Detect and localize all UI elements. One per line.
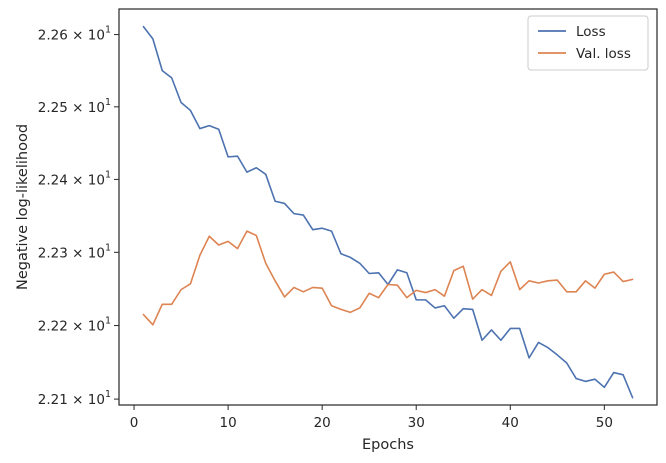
y-axis-label: Negative log-likelihood: [15, 124, 31, 290]
legend-entry-label: Val. loss: [576, 46, 631, 62]
x-tick-label: 10: [220, 415, 237, 431]
x-tick-label: 0: [130, 415, 139, 431]
legend: Loss Val. loss: [527, 15, 649, 71]
y-tick-label: 2.22 × 101: [38, 316, 111, 335]
legend-frame: [527, 15, 649, 71]
y-tick-label: 2.26 × 101: [38, 25, 111, 44]
y-tick-label: 2.24 × 101: [38, 169, 111, 188]
x-tick-label: 50: [596, 415, 613, 431]
y-tick-label: 2.25 × 101: [38, 97, 111, 116]
y-tick-label: 2.23 × 101: [38, 242, 111, 261]
x-axis-ticks: 0 10 20 30 40 50: [130, 405, 613, 431]
legend-entry-label: Loss: [576, 24, 606, 40]
x-tick-label: 40: [502, 415, 519, 431]
y-axis-ticks: 2.21 × 101 2.22 × 101 2.23 × 101 2.24 × 101…: [38, 25, 119, 408]
y-tick-label: 2.21 × 101: [38, 389, 111, 408]
series-line-2: [142, 230, 634, 326]
x-tick-label: 30: [408, 415, 425, 431]
x-tick-label: 20: [314, 415, 331, 431]
x-axis-label: Epochs: [362, 437, 414, 453]
plot-frame: [118, 8, 658, 406]
series-layer: [142, 25, 634, 399]
